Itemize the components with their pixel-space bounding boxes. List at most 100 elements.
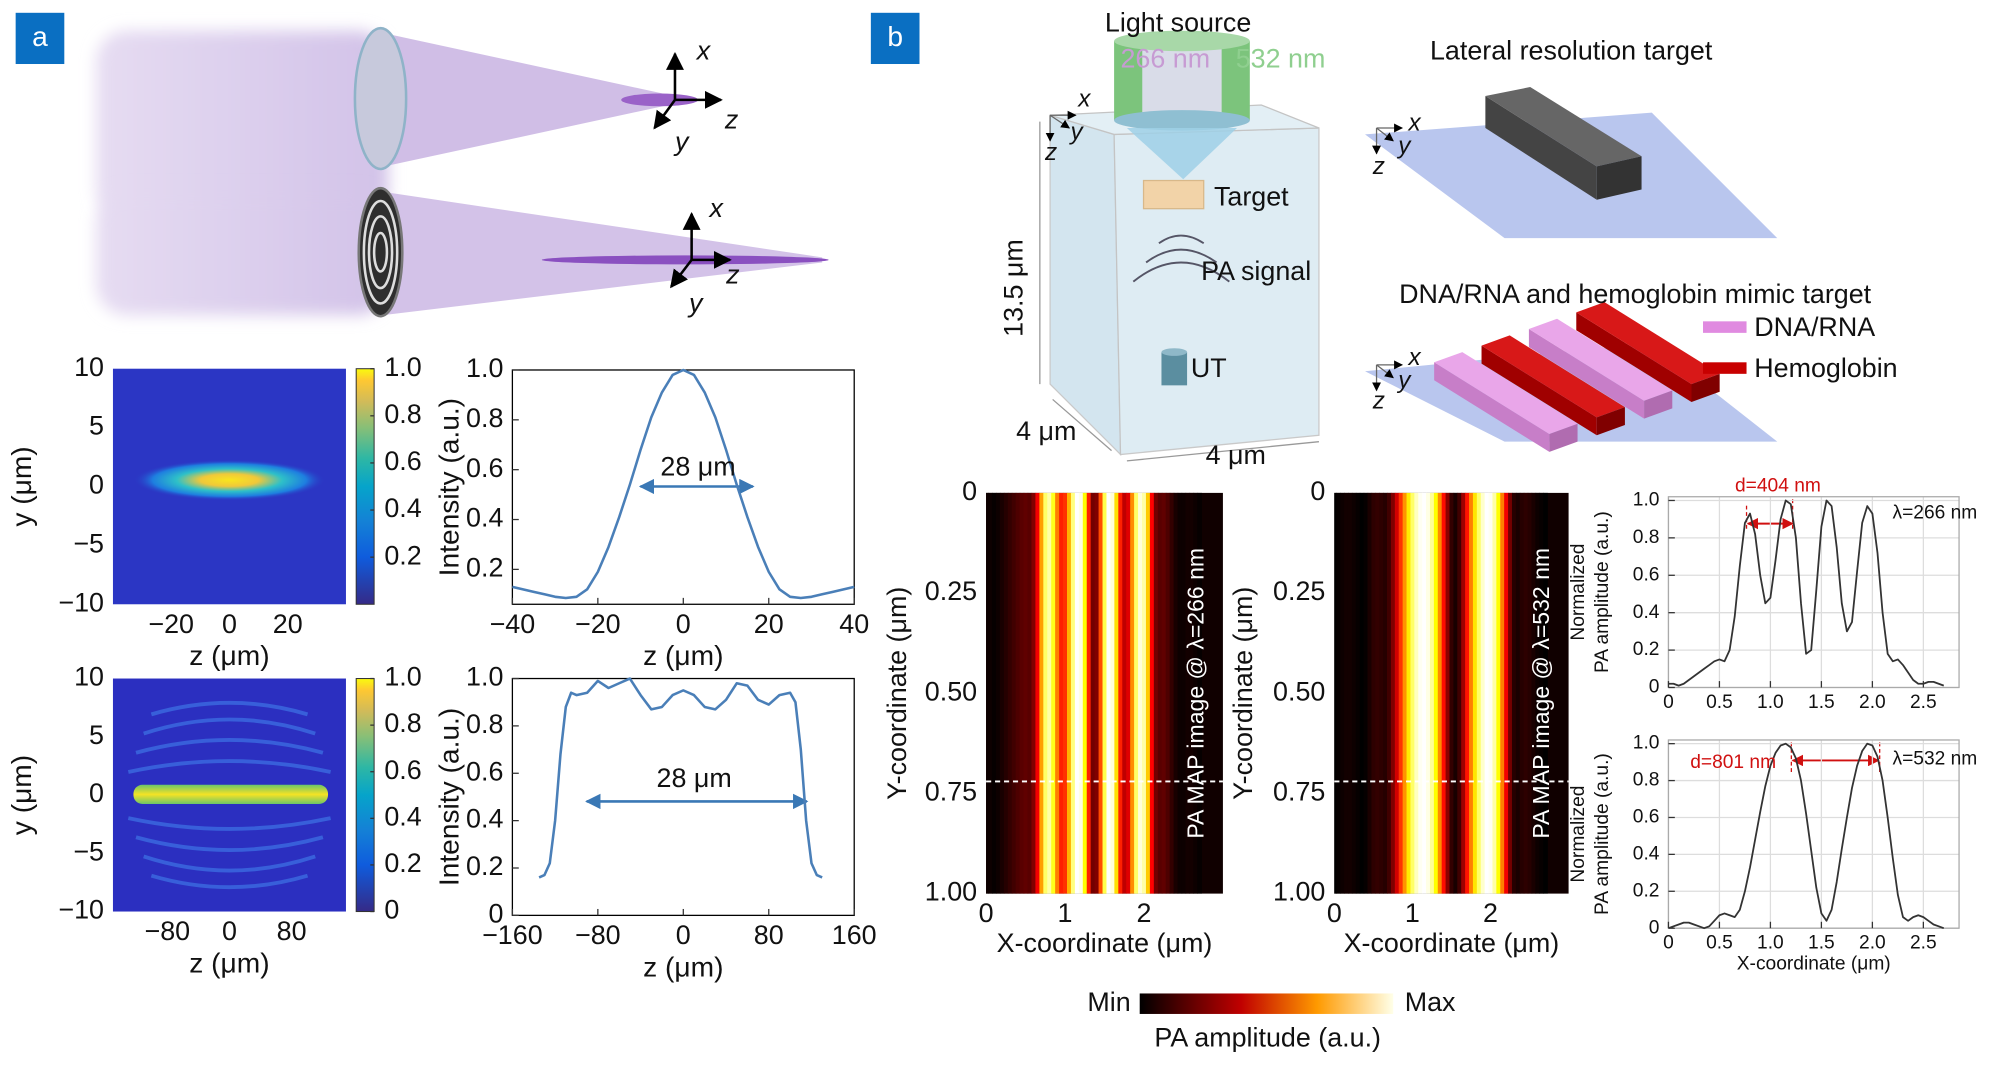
line-chart: −160 −80 0 80 160 0 0.2 0.4 0.6 0.8 1.0 z (μm) Inten… (433, 662, 876, 983)
plot-frame (1667, 739, 1960, 929)
y-tick-label: 5 (89, 411, 104, 441)
heatmap-column (1508, 492, 1513, 894)
x-tick-label: 0.5 (1706, 933, 1733, 954)
y-tick-label: 0.75 (925, 777, 977, 807)
x-axis-title: X-coordinate (μm) (1737, 954, 1891, 975)
y-tick-label: 1.00 (1273, 877, 1325, 907)
x-tick-label: 1.0 (1757, 692, 1784, 713)
heatmap-column (1472, 492, 1478, 894)
label: 532 nm (1236, 43, 1326, 73)
heatmap-column (1055, 492, 1060, 894)
focal-spot-image (112, 368, 346, 605)
y-tick-label: 0.50 (925, 676, 977, 706)
x-tick-label: 0 (222, 916, 237, 946)
annotation: λ=532 nm (1892, 748, 1977, 769)
y-axis-title: PA amplitude (a.u.) (1592, 753, 1613, 915)
x-tick-label: 80 (754, 920, 784, 950)
heatmap-column (1543, 492, 1548, 894)
heatmap-column (1351, 492, 1357, 894)
label: 4 μm (1206, 440, 1266, 470)
axis-name: x (1408, 110, 1422, 137)
bar-front (1596, 407, 1625, 436)
y-tick-label: 5 (89, 720, 104, 750)
heatmap-column (1531, 492, 1537, 894)
y-tick-label: 0 (488, 898, 503, 928)
heatmap-column (1535, 492, 1541, 894)
y-axis-title: Intensity (a.u.) (433, 398, 464, 576)
heatmap-column (1488, 492, 1494, 894)
heatmap-column (1181, 492, 1187, 894)
colorbar-tick-label: 0 (384, 895, 399, 925)
y-tick-label: 0.4 (1633, 602, 1660, 623)
mimic-target (1365, 302, 1778, 452)
image-annotation: PA MAP image @ λ=266 nm (1182, 548, 1208, 839)
heatmap-column (1066, 492, 1072, 894)
heatmap-column (1484, 492, 1490, 894)
plot-frame (1667, 496, 1960, 689)
heatmap-column (1094, 492, 1100, 894)
heatmap-column (1078, 492, 1084, 894)
y-axis-title: Y-coordinate (μm) (1228, 587, 1258, 800)
x-tick-label: 20 (754, 609, 784, 639)
bar-side (1528, 329, 1645, 419)
label: Light source (1105, 7, 1251, 37)
heatmap-column (1031, 492, 1037, 894)
heatmap-column (1422, 492, 1427, 894)
axis-name: x (708, 193, 725, 223)
x-tick-label: 0 (979, 898, 994, 928)
heatmap-column (1122, 492, 1127, 894)
y-tick-label: 0.8 (1633, 770, 1660, 791)
x-axis-title: X-coordinate (μm) (1344, 928, 1560, 958)
y-tick-label: 1.0 (1633, 733, 1660, 754)
heatmap-column (1359, 492, 1365, 894)
colorbar-min: Min (1087, 987, 1130, 1017)
heatmap-column (1334, 492, 1338, 894)
y-axis-title: Intensity (a.u.) (433, 708, 464, 886)
colorbar-tick-label: 0.4 (384, 801, 421, 831)
heatmap-column (1347, 492, 1353, 894)
axis-name: x (1408, 344, 1422, 371)
heatmap-column (1141, 492, 1147, 894)
heatmap-column (1161, 492, 1167, 894)
image-annotation: PA MAP image @ λ=532 nm (1528, 548, 1554, 839)
heatmap-column (1189, 492, 1195, 894)
y-tick-label: 0 (89, 778, 104, 808)
heatmap-column (1523, 492, 1529, 894)
heatmap-column (1398, 492, 1404, 894)
legend-label: Hemoglobin (1754, 353, 1897, 383)
line-series (1668, 742, 1945, 930)
heatmap-column (1457, 492, 1462, 894)
heatmap-column (1469, 492, 1474, 894)
axis-name: y (687, 288, 704, 318)
heatmap-column (1344, 492, 1349, 894)
y-tick-label: 0 (962, 476, 977, 506)
heatmap-column (1149, 492, 1155, 894)
heatmap-column (1433, 492, 1439, 894)
bar-top (1434, 352, 1578, 435)
heatmap-column (1441, 492, 1447, 894)
heatmap-column (1007, 492, 1013, 894)
heatmap-column (1015, 492, 1021, 894)
heatmap-column (1051, 492, 1056, 894)
heatmap-column (991, 492, 997, 894)
heatmap-column (1336, 492, 1341, 894)
x-tick-label: −20 (148, 609, 194, 639)
y-tick-label: 0.6 (466, 453, 503, 483)
y-tick-label: 0.6 (1633, 807, 1660, 828)
heatmap-column (1059, 492, 1064, 894)
x-tick-label: −20 (575, 609, 621, 639)
legend-swatch (1703, 321, 1747, 333)
x-tick-label: −80 (145, 916, 191, 946)
colorbar-tick-label: 0.6 (384, 755, 421, 785)
bar-side (1481, 345, 1597, 436)
colorbar-tick-label: 0.6 (384, 446, 421, 476)
y-tick-label: 10 (74, 352, 104, 382)
bar-top (1576, 302, 1720, 385)
annotation: 28 μm (657, 763, 732, 793)
y-tick-label: 0 (1649, 677, 1660, 698)
heatmap-column (1519, 492, 1525, 894)
y-tick-label: −5 (73, 528, 104, 558)
colorbar (355, 368, 375, 605)
heatmap-column (1086, 492, 1092, 894)
